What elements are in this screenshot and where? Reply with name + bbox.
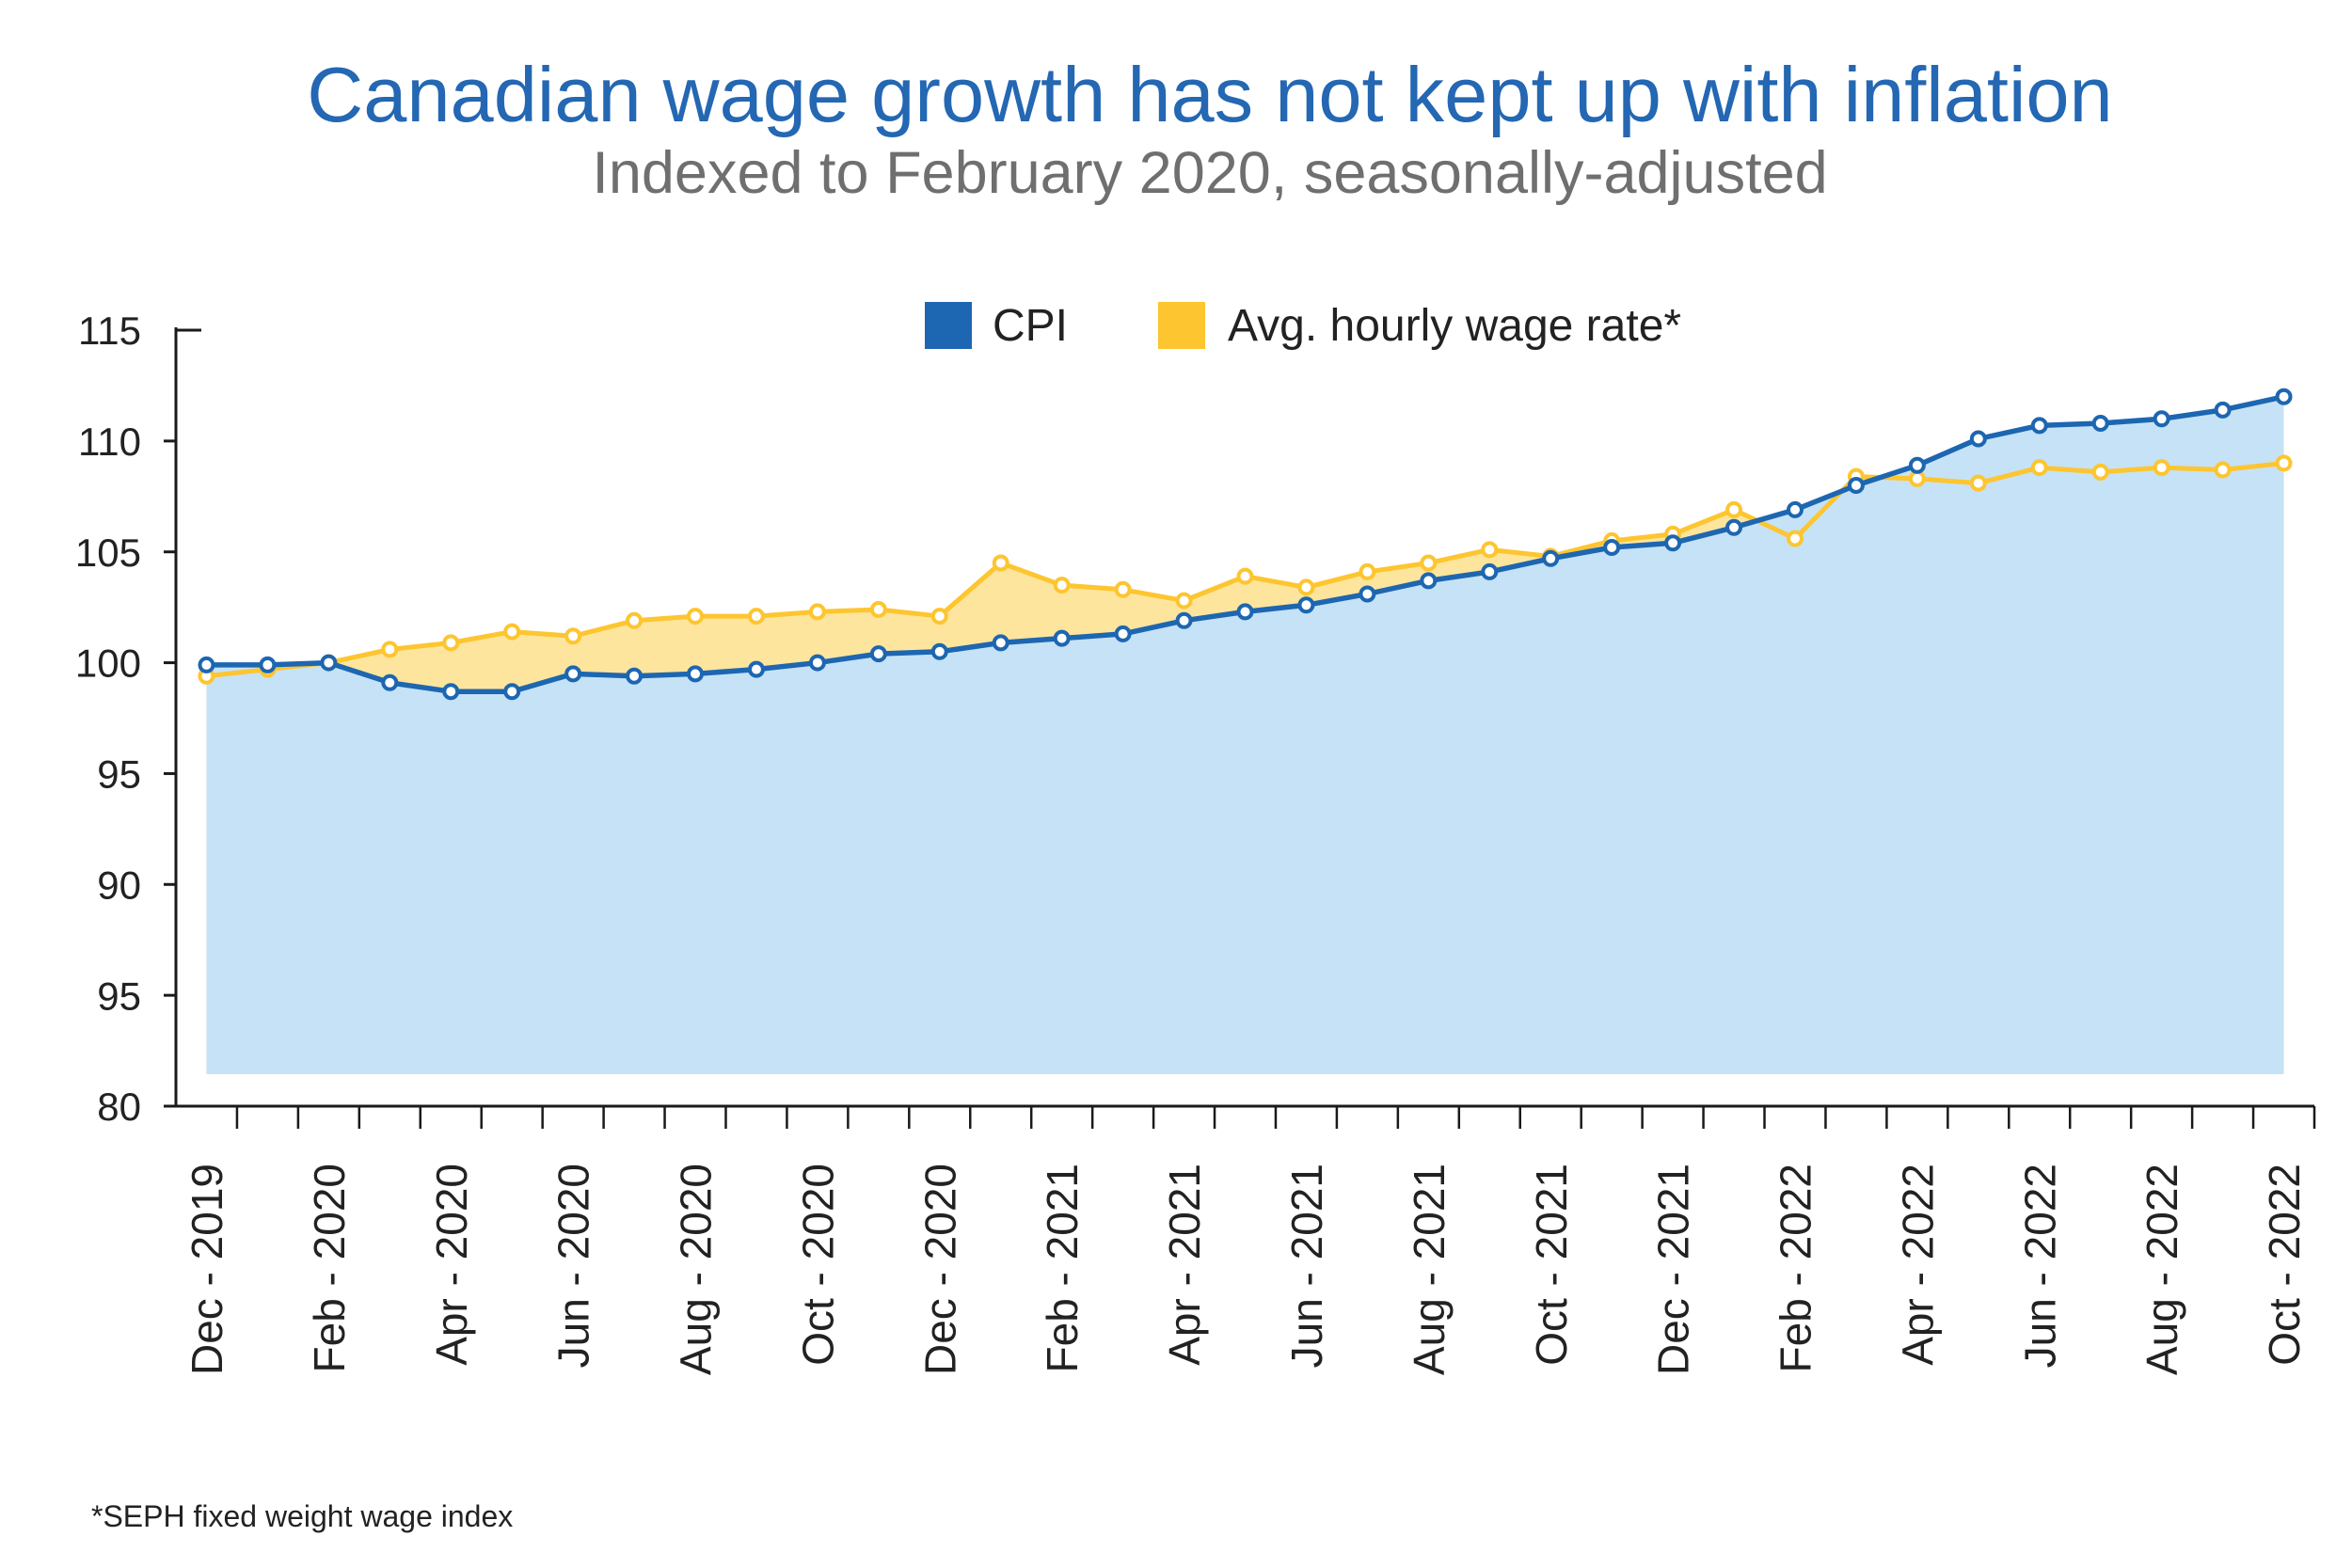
x-tick-label: Oct - 2021 <box>1527 1164 1576 1366</box>
y-tick-label: 105 <box>75 531 141 575</box>
cpi-point <box>1359 585 1376 603</box>
cpi-point <box>1297 596 1315 614</box>
wage-point <box>564 627 582 645</box>
wage-point <box>381 641 399 658</box>
cpi-point <box>1236 603 1254 621</box>
wage-point <box>1236 567 1254 585</box>
y-tick-label: 90 <box>97 863 141 907</box>
legend-swatch-wage <box>1158 302 1205 349</box>
cpi-point <box>808 654 826 672</box>
wage-point <box>503 623 521 641</box>
x-tick-label: Dec - 2021 <box>1649 1164 1698 1375</box>
cpi-point <box>1542 549 1560 567</box>
wage-point <box>687 608 705 626</box>
cpi-point <box>2030 417 2048 435</box>
y-tick-label: 95 <box>97 974 141 1018</box>
wage-point <box>2214 461 2232 479</box>
x-tick-label: Oct - 2020 <box>793 1164 842 1366</box>
cpi-point <box>381 673 399 691</box>
x-tick-label: Dec - 2019 <box>183 1164 231 1375</box>
x-tick-label: Dec - 2020 <box>915 1164 964 1375</box>
cpi-point <box>320 654 338 672</box>
cpi-point <box>687 665 705 683</box>
wage-point <box>1175 592 1193 610</box>
wage-point <box>808 603 826 621</box>
wage-point <box>747 608 765 626</box>
wage-point <box>869 601 887 618</box>
x-tick-label: Aug - 2021 <box>1405 1164 1454 1375</box>
wage-point <box>626 611 644 629</box>
wage-point <box>442 634 460 652</box>
cpi-point <box>869 645 887 663</box>
cpi-point <box>1908 456 1926 474</box>
cpi-point <box>1420 572 1438 590</box>
wage-point <box>930 608 948 626</box>
cpi-point <box>1603 539 1621 556</box>
legend-label-cpi: CPI <box>993 301 1069 351</box>
x-tick-label: Jun - 2020 <box>549 1164 598 1368</box>
wage-point <box>2030 459 2048 477</box>
y-tick-label: 95 <box>97 752 141 797</box>
cpi-point <box>2214 401 2232 419</box>
x-tick-label: Feb - 2022 <box>1772 1164 1820 1372</box>
wage-point <box>1786 530 1804 547</box>
x-tick-label: Oct - 2022 <box>2260 1164 2309 1366</box>
chart-title: Canadian wage growth has not kept up wit… <box>307 51 2113 138</box>
wage-point <box>2091 463 2109 481</box>
cpi-point <box>1664 534 1682 552</box>
wage-point <box>1297 578 1315 596</box>
wage-point <box>2275 454 2293 472</box>
wage-point <box>1114 580 1132 598</box>
cpi-area <box>206 396 2284 1074</box>
footnote: *SEPH fixed weight wage index <box>91 1499 514 1533</box>
wage-point <box>992 554 1009 572</box>
cpi-point <box>2275 388 2293 405</box>
cpi-point <box>503 683 521 701</box>
cpi-point <box>930 642 948 660</box>
cpi-point <box>1725 518 1743 536</box>
cpi-point <box>992 634 1009 652</box>
cpi-point <box>1175 611 1193 629</box>
wage-point <box>1969 474 1987 492</box>
cpi-point <box>1847 477 1865 494</box>
cpi-point <box>1969 430 1987 448</box>
x-tick-label: Jun - 2022 <box>2015 1164 2064 1368</box>
wage-point <box>1481 541 1499 559</box>
cpi-point <box>2091 415 2109 432</box>
wage-point <box>1420 554 1438 572</box>
cpi-point <box>1053 629 1071 647</box>
chart-subtitle: Indexed to February 2020, seasonally-adj… <box>592 140 1828 206</box>
cpi-point <box>198 656 215 673</box>
cpi-point <box>564 665 582 683</box>
y-tick-label: 80 <box>97 1085 141 1129</box>
wage-point <box>1725 500 1743 518</box>
cpi-point <box>442 683 460 701</box>
y-tick-label: 100 <box>75 641 141 686</box>
wage-point <box>2153 459 2170 477</box>
x-tick-label: Apr - 2022 <box>1893 1164 1942 1366</box>
x-tick-label: Aug - 2022 <box>2137 1164 2186 1375</box>
cpi-point <box>1786 500 1804 518</box>
x-tick-label: Apr - 2020 <box>427 1164 476 1366</box>
y-tick-label: 115 <box>78 309 141 353</box>
cpi-point <box>626 667 644 685</box>
legend-swatch-cpi <box>925 302 972 349</box>
cpi-point <box>2153 410 2170 428</box>
x-tick-label: Aug - 2020 <box>672 1164 721 1375</box>
x-tick-label: Apr - 2021 <box>1160 1164 1209 1366</box>
y-tick-label: 110 <box>78 420 141 464</box>
x-tick-label: Feb - 2021 <box>1038 1164 1087 1372</box>
legend-label-wage: Avg. hourly wage rate* <box>1228 301 1682 351</box>
cpi-point <box>1114 625 1132 642</box>
wage-point <box>1359 562 1376 580</box>
x-tick-label: Jun - 2021 <box>1282 1164 1331 1368</box>
cpi-point <box>747 660 765 678</box>
x-tick-label: Feb - 2020 <box>305 1164 354 1372</box>
cpi-point <box>259 656 277 673</box>
wage-point <box>1053 577 1071 594</box>
wage-point <box>1908 469 1926 487</box>
cpi-point <box>1481 562 1499 580</box>
